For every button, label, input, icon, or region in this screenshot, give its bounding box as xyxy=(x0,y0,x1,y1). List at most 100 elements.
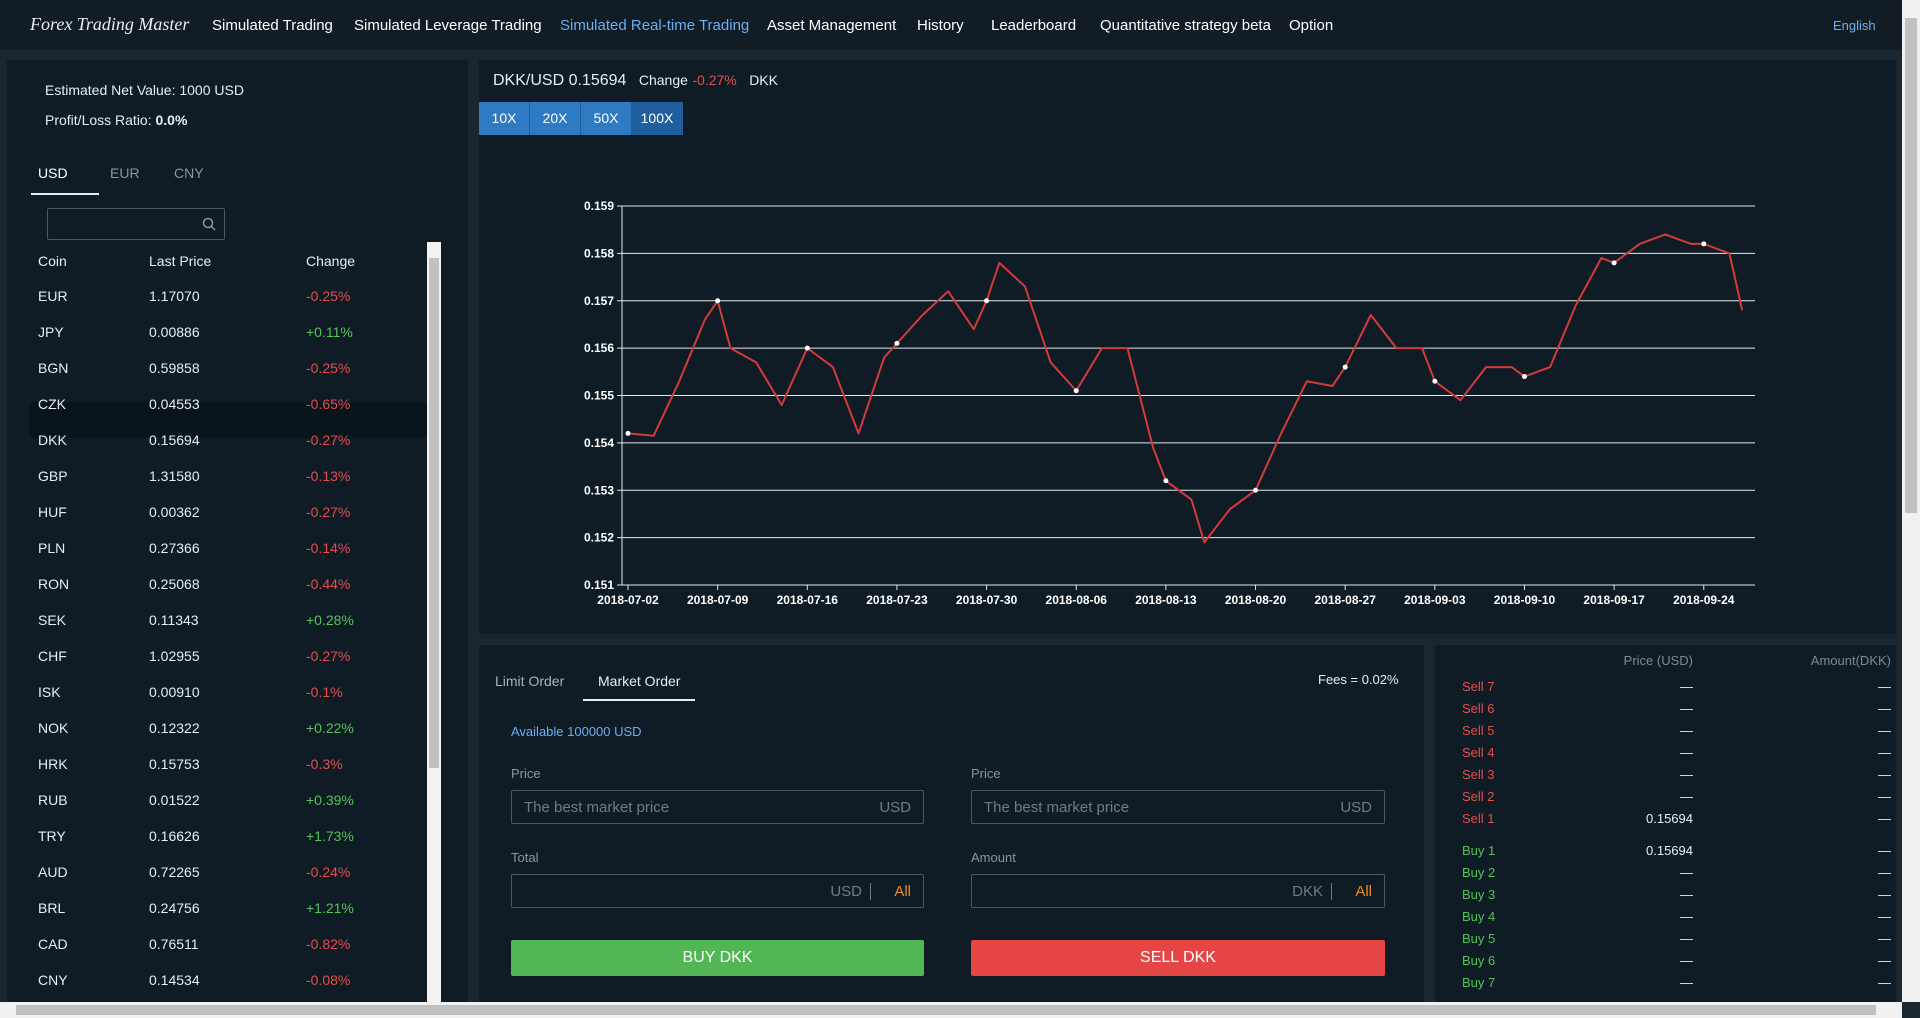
ratio-value: 0.0% xyxy=(155,112,188,128)
x-tick-label: 2018-08-06 xyxy=(1046,593,1108,607)
sell-price-label: Price xyxy=(971,766,1001,781)
scrollbar-thumb[interactable] xyxy=(429,258,439,768)
leverage-button[interactable]: 20X xyxy=(530,102,581,135)
nav-item[interactable]: Quantitative strategy beta xyxy=(1100,17,1271,34)
placeholder: The best market price xyxy=(984,799,1130,816)
coin[interactable]: ISK xyxy=(38,684,61,700)
nav-item[interactable]: Simulated Leverage Trading xyxy=(354,17,542,34)
all-link[interactable]: All xyxy=(894,883,911,900)
coin[interactable]: AUD xyxy=(38,864,68,880)
coin[interactable]: HUF xyxy=(38,504,67,520)
last-price: 0.27366 xyxy=(149,540,200,556)
coin[interactable]: RON xyxy=(38,576,70,592)
pair-change: -0.27% xyxy=(692,72,737,88)
point xyxy=(894,340,900,346)
buy-button[interactable]: BUY DKK xyxy=(511,940,924,976)
nav-item[interactable]: Simulated Real-time Trading xyxy=(560,17,750,34)
x-tick-label: 2018-08-13 xyxy=(1135,593,1197,607)
coin[interactable]: JPY xyxy=(38,324,64,340)
change: -0.3% xyxy=(306,756,343,772)
buy-price-label: Price xyxy=(511,766,541,781)
book-price: — xyxy=(1680,865,1693,880)
leverage-button[interactable]: 50X xyxy=(581,102,632,135)
coin[interactable]: DKK xyxy=(38,432,67,448)
last-price: 0.01522 xyxy=(149,792,200,808)
book-price: 0.15694 xyxy=(1646,811,1693,826)
pair-price: 0.15694 xyxy=(568,72,627,89)
column-header: Last Price xyxy=(149,253,212,269)
currency-tab[interactable]: USD xyxy=(38,165,68,181)
nav-item[interactable]: Simulated Trading xyxy=(212,17,333,34)
change: +0.39% xyxy=(306,792,354,808)
order-tab[interactable]: Limit Order xyxy=(495,673,565,689)
x-tick-label: 2018-08-27 xyxy=(1314,593,1376,607)
coin[interactable]: SEK xyxy=(38,612,67,628)
point xyxy=(1073,388,1079,394)
unit: USD xyxy=(879,799,911,816)
book-amount: — xyxy=(1878,953,1891,968)
last-price: 1.02955 xyxy=(149,648,200,664)
point xyxy=(1342,364,1348,370)
coin[interactable]: BGN xyxy=(38,360,69,376)
coin[interactable]: GBP xyxy=(38,468,68,484)
language[interactable]: English xyxy=(1833,18,1876,33)
leverage-button[interactable]: 100X xyxy=(632,102,683,135)
sell-amount-input[interactable]: DKK All xyxy=(971,874,1385,908)
coin[interactable]: TRY xyxy=(38,828,66,844)
coin[interactable]: EUR xyxy=(38,288,68,304)
last-price: 1.17070 xyxy=(149,288,200,304)
nav-item[interactable]: Asset Management xyxy=(767,17,897,34)
available: Available 100000 USD xyxy=(511,724,642,739)
point xyxy=(625,430,631,436)
change: -0.27% xyxy=(306,432,351,448)
change: -0.27% xyxy=(306,504,351,520)
h-scrollbar-thumb[interactable] xyxy=(16,1005,1876,1015)
buy-total-input[interactable]: USD All xyxy=(511,874,924,908)
search-box[interactable] xyxy=(47,208,225,240)
order-tab-active[interactable]: Market Order xyxy=(598,673,681,689)
book-price: — xyxy=(1680,767,1693,782)
change: -0.27% xyxy=(306,648,351,664)
nav-item[interactable]: Option xyxy=(1289,17,1334,34)
y-tick-label: 0.156 xyxy=(584,341,614,355)
row-highlight xyxy=(29,402,433,438)
currency-tab[interactable]: EUR xyxy=(110,165,140,181)
change: -0.14% xyxy=(306,540,351,556)
search-icon xyxy=(202,217,216,231)
fees: Fees = 0.02% xyxy=(1318,672,1399,687)
h-scrollbar xyxy=(0,1002,1902,1018)
nav-item[interactable]: Leaderboard xyxy=(991,17,1077,34)
leverage-button[interactable]: 10X xyxy=(479,102,530,135)
book-amount: — xyxy=(1878,931,1891,946)
change: +0.22% xyxy=(306,720,354,736)
coin[interactable]: PLN xyxy=(38,540,66,556)
page-scrollbar-thumb[interactable] xyxy=(1905,18,1917,513)
point xyxy=(1611,260,1617,266)
sell-button[interactable]: SELL DKK xyxy=(971,940,1385,976)
coin[interactable]: BRL xyxy=(38,900,66,916)
change: -0.25% xyxy=(306,360,351,376)
chart-panel: DKK/USD 0.15694 Change -0.27% DKK xyxy=(479,60,1896,634)
x-tick-label: 2018-07-09 xyxy=(687,593,749,607)
currency-tab[interactable]: CNY xyxy=(174,165,204,181)
buy-price-input[interactable]: The best market price USD xyxy=(511,790,924,824)
price-line xyxy=(627,233,1744,544)
book-price: — xyxy=(1680,679,1693,694)
coin[interactable]: NOK xyxy=(38,720,69,736)
coin[interactable]: CAD xyxy=(38,936,68,952)
book-price: 0.15694 xyxy=(1646,843,1693,858)
coin[interactable]: HRK xyxy=(38,756,68,772)
sell-price-input[interactable]: The best market price USD xyxy=(971,790,1385,824)
all-link[interactable]: All xyxy=(1355,883,1372,900)
x-tick-label: 2018-09-17 xyxy=(1583,593,1645,607)
last-price: 0.14534 xyxy=(149,972,200,988)
point xyxy=(984,298,990,304)
nav-item[interactable]: History xyxy=(917,17,964,34)
coin[interactable]: CHF xyxy=(38,648,67,664)
book-amount: — xyxy=(1878,701,1891,716)
coin[interactable]: CZK xyxy=(38,396,66,412)
coin[interactable]: CNY xyxy=(38,972,68,988)
brand[interactable]: Forex Trading Master xyxy=(30,14,190,34)
coin[interactable]: RUB xyxy=(38,792,68,808)
